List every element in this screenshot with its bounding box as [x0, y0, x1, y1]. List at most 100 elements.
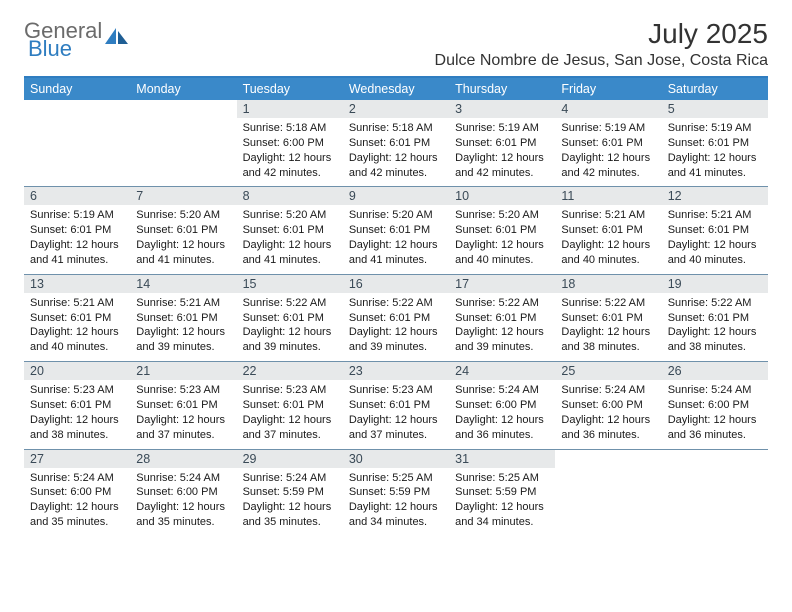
calendar-day-cell: 27Sunrise: 5:24 AMSunset: 6:00 PMDayligh…: [24, 449, 130, 536]
calendar-day-cell: 18Sunrise: 5:22 AMSunset: 6:01 PMDayligh…: [555, 274, 661, 361]
sunrise-text: Sunrise: 5:20 AM: [243, 208, 337, 223]
day-number: 13: [24, 274, 130, 293]
day-number: 15: [237, 274, 343, 293]
calendar-day-cell: 4Sunrise: 5:19 AMSunset: 6:01 PMDaylight…: [555, 100, 661, 186]
sunset-text: Sunset: 6:01 PM: [349, 311, 443, 326]
sunrise-text: Sunrise: 5:24 AM: [561, 383, 655, 398]
daylight-text: Daylight: 12 hours and 42 minutes.: [349, 151, 443, 181]
day-number: 17: [449, 274, 555, 293]
day-header-row: Sunday Monday Tuesday Wednesday Thursday…: [24, 78, 768, 100]
day-number: 5: [662, 100, 768, 118]
daylight-text: Daylight: 12 hours and 39 minutes.: [455, 325, 549, 355]
calendar-day-cell: 11Sunrise: 5:21 AMSunset: 6:01 PMDayligh…: [555, 186, 661, 273]
location-text: Dulce Nombre de Jesus, San Jose, Costa R…: [435, 52, 768, 70]
sunrise-text: Sunrise: 5:24 AM: [455, 383, 549, 398]
daylight-text: Daylight: 12 hours and 38 minutes.: [668, 325, 762, 355]
daylight-text: Daylight: 12 hours and 35 minutes.: [243, 500, 337, 530]
day-body: Sunrise: 5:24 AMSunset: 6:00 PMDaylight:…: [449, 380, 555, 448]
sunrise-text: Sunrise: 5:23 AM: [30, 383, 124, 398]
calendar-day-cell: 14Sunrise: 5:21 AMSunset: 6:01 PMDayligh…: [130, 274, 236, 361]
day-number: 31: [449, 449, 555, 468]
day-body: Sunrise: 5:21 AMSunset: 6:01 PMDaylight:…: [662, 205, 768, 273]
sunrise-text: Sunrise: 5:19 AM: [30, 208, 124, 223]
daylight-text: Daylight: 12 hours and 35 minutes.: [30, 500, 124, 530]
day-body: Sunrise: 5:24 AMSunset: 6:00 PMDaylight:…: [555, 380, 661, 448]
day-body: Sunrise: 5:21 AMSunset: 6:01 PMDaylight:…: [24, 293, 130, 361]
sail-icon: [104, 26, 130, 52]
day-body: Sunrise: 5:25 AMSunset: 5:59 PMDaylight:…: [343, 468, 449, 536]
day-number: 22: [237, 361, 343, 380]
sunrise-text: Sunrise: 5:22 AM: [561, 296, 655, 311]
sunrise-text: Sunrise: 5:20 AM: [349, 208, 443, 223]
daylight-text: Daylight: 12 hours and 42 minutes.: [561, 151, 655, 181]
sunset-text: Sunset: 6:01 PM: [136, 311, 230, 326]
daylight-text: Daylight: 12 hours and 40 minutes.: [561, 238, 655, 268]
sunrise-text: Sunrise: 5:19 AM: [561, 121, 655, 136]
daylight-text: Daylight: 12 hours and 40 minutes.: [30, 325, 124, 355]
calendar-day-cell: 17Sunrise: 5:22 AMSunset: 6:01 PMDayligh…: [449, 274, 555, 361]
day-body: Sunrise: 5:18 AMSunset: 6:00 PMDaylight:…: [237, 118, 343, 186]
sunrise-text: Sunrise: 5:20 AM: [455, 208, 549, 223]
day-number: 27: [24, 449, 130, 468]
calendar-day-cell: 28Sunrise: 5:24 AMSunset: 6:00 PMDayligh…: [130, 449, 236, 536]
sunrise-text: Sunrise: 5:21 AM: [136, 296, 230, 311]
day-number: 11: [555, 186, 661, 205]
sunset-text: Sunset: 6:00 PM: [30, 485, 124, 500]
day-body: Sunrise: 5:20 AMSunset: 6:01 PMDaylight:…: [130, 205, 236, 273]
day-number: 8: [237, 186, 343, 205]
day-header: Thursday: [449, 78, 555, 100]
sunrise-text: Sunrise: 5:22 AM: [668, 296, 762, 311]
day-number: 2: [343, 100, 449, 118]
sunrise-text: Sunrise: 5:22 AM: [243, 296, 337, 311]
calendar-week-row: 13Sunrise: 5:21 AMSunset: 6:01 PMDayligh…: [24, 274, 768, 361]
day-number: .: [24, 100, 130, 118]
day-number: 24: [449, 361, 555, 380]
daylight-text: Daylight: 12 hours and 37 minutes.: [349, 413, 443, 443]
day-number: 29: [237, 449, 343, 468]
calendar-day-cell: 13Sunrise: 5:21 AMSunset: 6:01 PMDayligh…: [24, 274, 130, 361]
day-number: 28: [130, 449, 236, 468]
page-header: General Blue July 2025 Dulce Nombre de J…: [24, 18, 768, 70]
daylight-text: Daylight: 12 hours and 38 minutes.: [561, 325, 655, 355]
sunrise-text: Sunrise: 5:23 AM: [243, 383, 337, 398]
day-body: Sunrise: 5:18 AMSunset: 6:01 PMDaylight:…: [343, 118, 449, 186]
day-body: Sunrise: 5:24 AMSunset: 6:00 PMDaylight:…: [130, 468, 236, 536]
day-number: 30: [343, 449, 449, 468]
day-number: 18: [555, 274, 661, 293]
sunset-text: Sunset: 6:01 PM: [136, 223, 230, 238]
calendar-week-row: 6Sunrise: 5:19 AMSunset: 6:01 PMDaylight…: [24, 186, 768, 273]
sunrise-text: Sunrise: 5:24 AM: [243, 471, 337, 486]
day-body: Sunrise: 5:20 AMSunset: 6:01 PMDaylight:…: [343, 205, 449, 273]
daylight-text: Daylight: 12 hours and 38 minutes.: [30, 413, 124, 443]
day-body: Sunrise: 5:24 AMSunset: 6:00 PMDaylight:…: [24, 468, 130, 536]
day-number: 10: [449, 186, 555, 205]
day-number: .: [555, 449, 661, 468]
day-body: Sunrise: 5:21 AMSunset: 6:01 PMDaylight:…: [555, 205, 661, 273]
sunrise-text: Sunrise: 5:24 AM: [136, 471, 230, 486]
calendar-day-cell: 25Sunrise: 5:24 AMSunset: 6:00 PMDayligh…: [555, 361, 661, 448]
day-number: 26: [662, 361, 768, 380]
sunrise-text: Sunrise: 5:23 AM: [136, 383, 230, 398]
sunrise-text: Sunrise: 5:19 AM: [455, 121, 549, 136]
daylight-text: Daylight: 12 hours and 40 minutes.: [668, 238, 762, 268]
day-body: Sunrise: 5:20 AMSunset: 6:01 PMDaylight:…: [449, 205, 555, 273]
daylight-text: Daylight: 12 hours and 41 minutes.: [136, 238, 230, 268]
sunset-text: Sunset: 6:01 PM: [243, 398, 337, 413]
calendar-day-cell: 9Sunrise: 5:20 AMSunset: 6:01 PMDaylight…: [343, 186, 449, 273]
calendar-day-cell: 29Sunrise: 5:24 AMSunset: 5:59 PMDayligh…: [237, 449, 343, 536]
day-number: .: [130, 100, 236, 118]
daylight-text: Daylight: 12 hours and 35 minutes.: [136, 500, 230, 530]
calendar-day-cell: 31Sunrise: 5:25 AMSunset: 5:59 PMDayligh…: [449, 449, 555, 536]
calendar-table: Sunday Monday Tuesday Wednesday Thursday…: [24, 78, 768, 536]
day-body: Sunrise: 5:22 AMSunset: 6:01 PMDaylight:…: [449, 293, 555, 361]
sunset-text: Sunset: 6:01 PM: [243, 311, 337, 326]
daylight-text: Daylight: 12 hours and 41 minutes.: [349, 238, 443, 268]
daylight-text: Daylight: 12 hours and 39 minutes.: [136, 325, 230, 355]
sunrise-text: Sunrise: 5:21 AM: [30, 296, 124, 311]
calendar-day-cell: 3Sunrise: 5:19 AMSunset: 6:01 PMDaylight…: [449, 100, 555, 186]
day-header: Wednesday: [343, 78, 449, 100]
sunrise-text: Sunrise: 5:20 AM: [136, 208, 230, 223]
sunset-text: Sunset: 6:01 PM: [668, 223, 762, 238]
calendar-day-cell: 24Sunrise: 5:24 AMSunset: 6:00 PMDayligh…: [449, 361, 555, 448]
sunset-text: Sunset: 6:01 PM: [30, 398, 124, 413]
